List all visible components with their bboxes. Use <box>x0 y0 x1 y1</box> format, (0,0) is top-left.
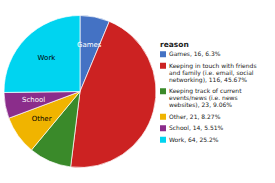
legend-label: Other, 21, 8.27% <box>169 113 221 120</box>
slice-label: Work <box>38 54 57 62</box>
legend-swatch <box>160 114 166 120</box>
pie <box>4 15 156 167</box>
legend-swatch <box>160 137 166 143</box>
legend-swatch <box>160 88 166 94</box>
slice-label: School <box>22 96 45 104</box>
slice-label: Other <box>32 115 52 123</box>
legend-label: Keeping in touch with friendsand family … <box>169 62 257 84</box>
legend-swatch <box>160 63 166 69</box>
legend-swatch <box>160 125 166 131</box>
legend-swatch <box>160 51 166 57</box>
chart: Games Other School Work reasonGames, 16, 6.3… <box>0 0 275 183</box>
legend-label: Games, 16, 6.3% <box>169 50 221 57</box>
pie-slice <box>71 21 156 167</box>
pie-slice <box>4 15 80 92</box>
legend: reasonGames, 16, 6.3% Keeping in touch wi… <box>160 40 257 143</box>
legend-title: reason <box>160 40 189 49</box>
legend-label: Keeping track of currentevents/news (i.e… <box>169 87 242 108</box>
legend-label: Work, 64, 25.2% <box>169 136 219 143</box>
legend-label: School, 14, 5.51% <box>169 124 224 131</box>
slice-labels: Games Other School Work <box>22 41 102 123</box>
slice-label: Games <box>77 41 102 49</box>
